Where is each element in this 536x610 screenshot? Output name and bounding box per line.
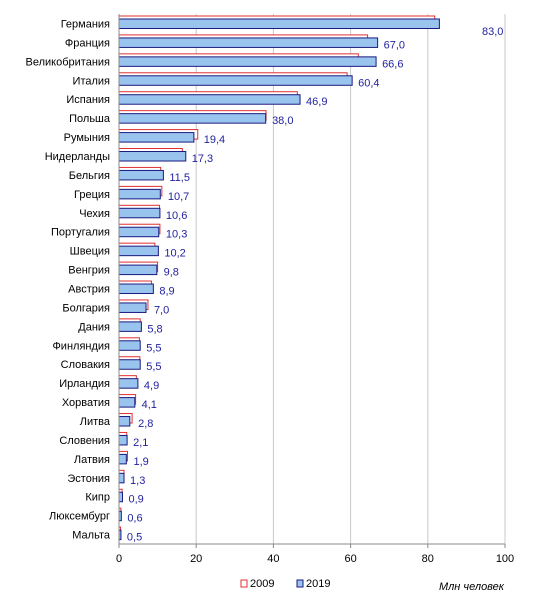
category-label-4: Испания [66, 94, 110, 106]
category-label-1: Франция [65, 37, 110, 49]
legend-swatch-2009 [240, 579, 248, 588]
value-label-22: 2,1 [133, 437, 148, 449]
value-label-6: 19,4 [204, 134, 225, 146]
category-label-5: Польша [69, 113, 111, 125]
category-label-11: Португалия [51, 227, 110, 239]
bar-2019-15 [118, 302, 147, 313]
category-label-12: Швеция [70, 246, 110, 258]
bar-2019-2 [118, 56, 377, 67]
bar-2019-24 [118, 472, 125, 484]
tick-label-2: 40 [267, 553, 279, 565]
category-label-23: Латвия [74, 454, 110, 466]
bar-2019-13 [118, 264, 158, 276]
value-label-12: 10,2 [164, 248, 185, 260]
category-label-15: Болгария [62, 302, 110, 314]
category-label-10: Чехия [79, 208, 110, 220]
category-label-19: Ирландия [59, 378, 110, 390]
tick-label-5: 100 [496, 553, 514, 565]
value-label-0: 83,0 [482, 26, 503, 38]
value-label-9: 10,7 [168, 191, 189, 203]
category-label-0: Германия [61, 18, 110, 30]
bar-2019-11 [118, 226, 160, 238]
value-label-4: 46,9 [306, 96, 327, 108]
tick-label-1: 20 [190, 553, 202, 565]
tick-label-3: 60 [344, 553, 356, 565]
value-label-7: 17,3 [192, 153, 213, 165]
value-label-24: 1,3 [130, 475, 145, 487]
bar-2019-18 [118, 359, 141, 370]
value-label-23: 1,9 [133, 456, 148, 468]
category-label-13: Венгрия [68, 265, 110, 277]
bar-2019-19 [118, 378, 139, 389]
legend-swatch-2019 [296, 579, 304, 588]
value-label-8: 11,5 [169, 172, 190, 184]
category-label-18: Словакия [61, 359, 110, 371]
legend-label-2009: 2009 [250, 578, 274, 590]
bars [118, 15, 440, 541]
value-label-27: 0,5 [127, 532, 142, 544]
value-label-20: 4,1 [142, 399, 157, 411]
category-label-17: Финляндия [52, 340, 110, 352]
value-label-14: 8,9 [159, 285, 174, 297]
bar-2019-8 [118, 169, 164, 181]
bar-2019-21 [118, 416, 131, 427]
bar-2019-0 [118, 18, 440, 29]
bar-2019-7 [118, 151, 187, 162]
x-axis: 0 20 40 60 80 100 Млн человек [116, 14, 514, 593]
tick-label-4: 80 [422, 553, 434, 565]
category-label-6: Румыния [64, 132, 110, 144]
category-label-8: Бельгия [69, 170, 110, 182]
value-label-17: 5,5 [146, 342, 161, 354]
category-label-2: Великобритания [26, 56, 111, 68]
value-label-15: 7,0 [154, 304, 169, 316]
value-label-19: 4,9 [144, 380, 159, 392]
category-label-22: Словения [59, 435, 110, 447]
bar-2019-9 [118, 188, 161, 200]
bar-2019-4 [118, 94, 301, 105]
bar-2019-6 [118, 132, 195, 143]
bar-2019-5 [118, 113, 267, 124]
bar-2019-12 [118, 245, 159, 257]
bar-2019-14 [118, 283, 154, 295]
category-label-26: Люксембург [49, 511, 110, 523]
bar-2019-25 [118, 491, 123, 503]
category-label-9: Греция [74, 189, 110, 201]
x-axis-unit-label: Млн человек [439, 581, 505, 593]
value-label-5: 38,0 [272, 115, 293, 127]
bar-2019-1 [118, 37, 379, 48]
category-label-24: Эстония [67, 473, 110, 485]
value-label-1: 67,0 [384, 39, 405, 51]
value-labels: 83,0 67,0 66,660,4 46,9 38,0 19,4 17,311,5 10,7… [127, 26, 503, 544]
value-label-2: 66,6 [382, 58, 403, 70]
category-label-27: Мальта [72, 530, 111, 542]
legend: 2009 2019 [240, 578, 330, 590]
category-label-7: Нидерланды [45, 151, 110, 163]
bar-2019-23 [118, 453, 127, 465]
category-label-14: Австрия [68, 283, 110, 295]
value-label-13: 9,8 [164, 267, 179, 279]
bar-2019-16 [118, 321, 142, 332]
category-label-20: Хорватия [62, 397, 110, 409]
bar-2019-17 [118, 340, 141, 351]
tick-label-0: 0 [116, 553, 122, 565]
legend-label-2019: 2019 [306, 578, 330, 590]
category-label-25: Кипр [85, 492, 110, 504]
value-label-10: 10,6 [166, 210, 187, 222]
value-label-3: 60,4 [358, 77, 379, 89]
value-label-16: 5,8 [147, 323, 162, 335]
category-label-16: Дания [78, 321, 110, 333]
bar-2019-3 [118, 75, 353, 86]
value-label-11: 10,3 [166, 229, 187, 241]
category-label-3: Италия [73, 75, 111, 87]
bar-2019-22 [118, 434, 128, 446]
bar-2019-20 [118, 397, 136, 408]
category-labels: Германия Франция Великобритания Италия Испан… [26, 18, 111, 541]
value-label-25: 0,9 [128, 494, 143, 506]
bar-2019-10 [118, 207, 161, 219]
value-label-18: 5,5 [146, 361, 161, 373]
value-label-21: 2,8 [138, 418, 153, 430]
category-label-21: Литва [80, 416, 111, 428]
value-label-26: 0,6 [127, 513, 142, 525]
